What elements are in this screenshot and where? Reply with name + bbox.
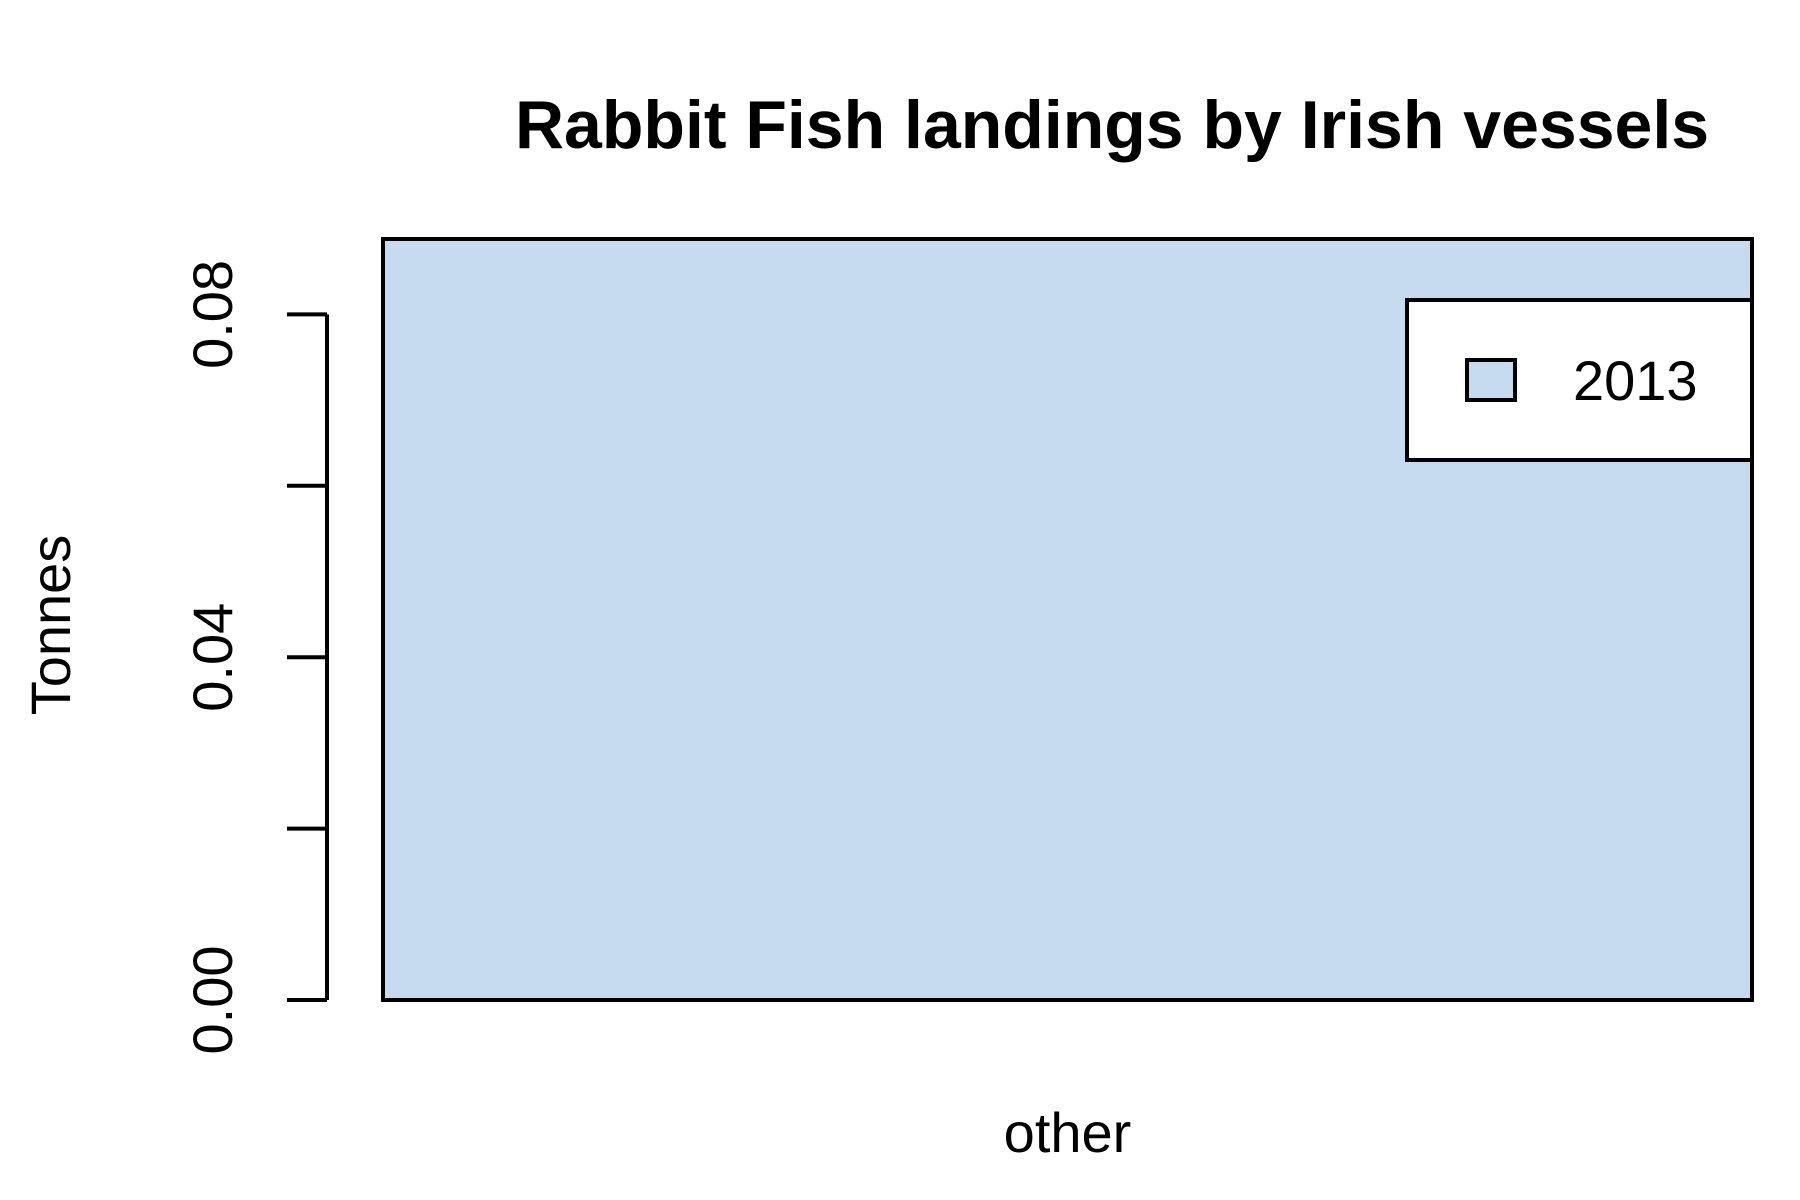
y-axis-label: Tonnes [19, 535, 82, 716]
x-tick-labels: other [1004, 1101, 1132, 1164]
y-tick-label: 0.08 [181, 260, 244, 369]
legend-label: 2013 [1573, 349, 1698, 412]
chart-title: Rabbit Fish landings by Irish vessels [515, 87, 1709, 163]
x-tick-label: other [1004, 1101, 1132, 1164]
y-tick-label: 0.00 [181, 946, 244, 1055]
legend-box [1405, 298, 1754, 462]
legend: 2013 [1405, 298, 1754, 462]
legend-swatch [1465, 358, 1517, 402]
y-tick-label: 0.04 [181, 603, 244, 712]
y-axis: 0.00 0.04 0.08 [181, 260, 329, 1055]
